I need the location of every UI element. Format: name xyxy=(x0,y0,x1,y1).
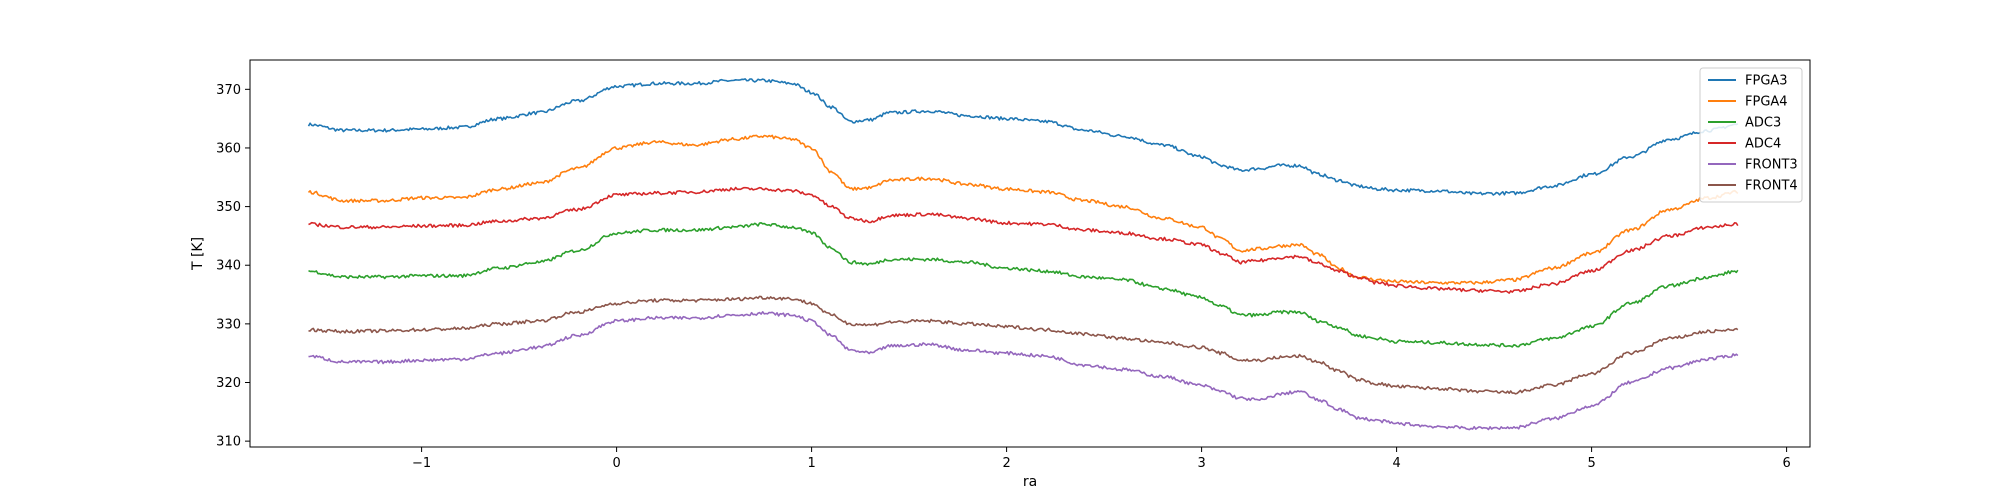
y-tick-label: 360 xyxy=(216,141,241,156)
y-axis-label: T [K] xyxy=(190,237,206,271)
x-tick-label: 4 xyxy=(1392,456,1400,471)
y-tick-label: 350 xyxy=(216,200,241,215)
legend: FPGA3 FPGA4 ADC3 ADC4 FRONT3 FRONT4 xyxy=(1699,67,1803,203)
x-axis: −1 0 1 2 3 4 5 6 xyxy=(412,447,1791,471)
series-line-front3 xyxy=(308,310,1739,431)
legend-label-front4: FRONT4 xyxy=(1745,179,1798,194)
y-axis: 310 320 330 340 350 360 370 xyxy=(216,83,250,450)
y-tick-label: 330 xyxy=(216,317,241,332)
x-tick-label: 1 xyxy=(807,456,815,471)
y-tick-label: 370 xyxy=(216,83,241,98)
legend-label-front3: FRONT3 xyxy=(1745,158,1798,173)
x-tick-label: 6 xyxy=(1782,456,1790,471)
series-layer xyxy=(307,78,1739,431)
series-line-fpga4 xyxy=(307,134,1739,285)
legend-label-adc4: ADC4 xyxy=(1745,137,1781,152)
x-tick-label: 5 xyxy=(1587,456,1595,471)
x-tick-label: −1 xyxy=(412,456,431,471)
y-tick-label: 320 xyxy=(216,376,241,391)
plot-frame xyxy=(249,59,1811,448)
series-line-adc3 xyxy=(308,222,1739,348)
legend-label-adc3: ADC3 xyxy=(1745,116,1781,131)
series-line-front4 xyxy=(308,295,1739,395)
x-tick-label: 3 xyxy=(1197,456,1205,471)
x-tick-label: 0 xyxy=(612,456,620,471)
series-line-fpga3 xyxy=(307,78,1739,196)
legend-label-fpga3: FPGA3 xyxy=(1745,74,1788,89)
x-tick-label: 2 xyxy=(1002,456,1010,471)
y-tick-label: 340 xyxy=(216,259,241,274)
legend-label-fpga4: FPGA4 xyxy=(1745,95,1788,110)
x-axis-label: ra xyxy=(1023,474,1037,490)
y-tick-label: 310 xyxy=(216,435,241,450)
series-line-adc4 xyxy=(308,186,1739,294)
